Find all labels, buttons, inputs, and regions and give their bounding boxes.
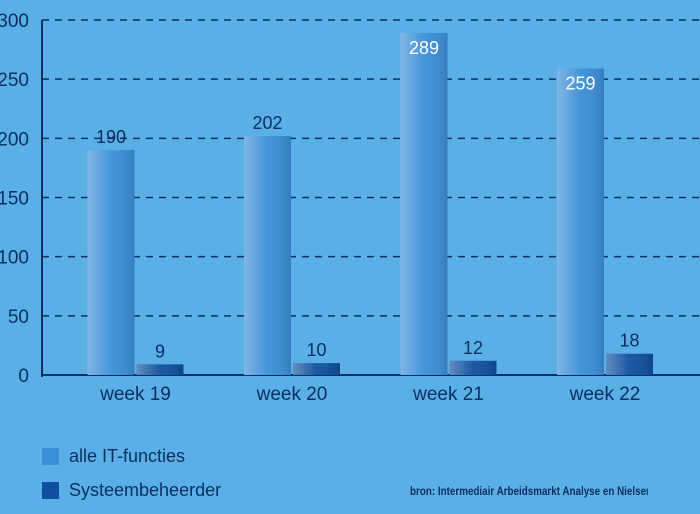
bar-shading [244, 135, 291, 375]
legend: alle IT-functies Systeembeheerder [42, 446, 221, 514]
y-tick-label: 150 [0, 189, 29, 210]
data-label: 10 [306, 340, 326, 360]
source-note: bron: Intermediair Arbeidsmarkt Analyse … [410, 484, 648, 498]
bar-shading [293, 363, 340, 375]
chart-stage: 0 50 100 150 200 250 300 190 9 week 19 202 10 week 2… [0, 11, 700, 500]
data-label: 12 [463, 338, 483, 358]
bar-chart: 0 50 100 150 200 250 300 190 9 week 19 202 10 week 2… [0, 11, 700, 405]
data-label: 9 [155, 341, 165, 361]
x-category-label: week 21 [412, 384, 484, 405]
data-label: 289 [409, 38, 439, 58]
bar-shading [449, 360, 497, 375]
legend-item-alle-it-functies: alle IT-functies [42, 446, 221, 466]
y-tick-label: 100 [0, 248, 29, 269]
y-tick-label: 0 [18, 366, 29, 387]
data-label: 259 [565, 74, 595, 94]
y-tick-label: 50 [8, 307, 29, 328]
bar-shading [87, 150, 135, 375]
bar-shading [557, 68, 604, 376]
bar-shading [400, 33, 448, 376]
x-category-label: week 20 [256, 384, 328, 405]
data-label: 190 [96, 127, 126, 147]
bar-shading [606, 353, 653, 375]
legend-label-systeembeheerder: Systeembeheerder [69, 479, 222, 500]
y-tick-label: 300 [0, 11, 29, 32]
bar-shading [136, 364, 184, 375]
legend-item-systeembeheerder: Systeembeheerder [42, 480, 221, 500]
legend-swatch-alle-it-functies [42, 447, 59, 465]
legend-swatch-systeembeheerder [42, 481, 59, 499]
x-category-label: week 22 [569, 384, 641, 405]
legend-label-alle-it-functies: alle IT-functies [69, 445, 186, 466]
y-tick-label: 200 [0, 129, 29, 150]
data-label: 202 [252, 113, 282, 133]
data-label: 18 [619, 331, 639, 351]
x-category-label: week 19 [99, 384, 171, 405]
y-tick-label: 250 [0, 70, 29, 91]
